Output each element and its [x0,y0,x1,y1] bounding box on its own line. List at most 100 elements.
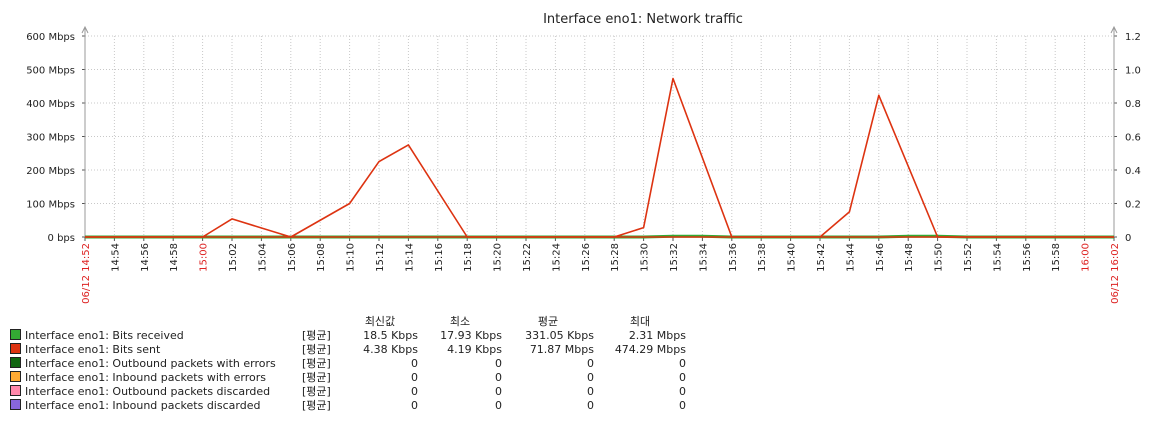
legend-avg: 0 [587,357,594,370]
x-tick-label: 15:04 [257,243,268,272]
legend-swatch [10,371,21,382]
legend-min: 0 [495,357,502,370]
y-tick-label-right: 0.6 [1125,133,1141,144]
x-tick-label: 15:38 [757,243,768,272]
x-tick-label: 15:48 [904,243,915,272]
legend-max: 2.31 Mbps [628,329,686,342]
legend-avg: 0 [587,385,594,398]
y-tick-label-right: 1.0 [1125,66,1141,77]
legend-header-row: 최신값 최소 평균 최대 [10,315,686,329]
legend-swatch [10,343,21,354]
legend-min: 0 [495,385,502,398]
legend-row: Interface eno1: Bits sent [평균] 4.38 Kbps… [10,343,686,357]
y-tick-label-left: 100 Mbps [26,200,75,211]
legend-series-name: Interface eno1: Inbound packets discarde… [25,399,261,412]
x-tick-label: 15:54 [992,243,1003,272]
x-tick-label: 15:36 [728,243,739,272]
legend-avg: 0 [587,371,594,384]
legend-function: [평균] [302,329,331,342]
y-axis-left-arrow [81,25,89,34]
legend-max: 0 [679,399,686,412]
legend-series-name: Interface eno1: Inbound packets with err… [25,371,267,384]
y-tick-label-right: 1.2 [1125,32,1141,43]
x-tick-label: 15:10 [346,243,357,272]
legend-table: 최신값 최소 평균 최대 Interface eno1: Bits receiv… [10,315,686,413]
y-axis-right-arrow [1110,25,1118,34]
x-tick-label: 15:52 [963,243,974,272]
x-tick-label: 15:58 [1051,243,1062,272]
x-tick-label: 15:40 [787,243,798,272]
legend-function: [평균] [302,399,331,412]
legend-function: [평균] [302,343,331,356]
x-tick-label: 15:14 [404,243,415,272]
legend-last: 18.5 Kbps [363,329,418,342]
y-tick-label-right: 0.2 [1125,200,1141,211]
legend-series-name: Interface eno1: Bits received [25,329,184,342]
series-line-bits-sent [85,77,1114,238]
y-tick-label-left: 300 Mbps [26,133,75,144]
x-tick-label: 15:50 [934,243,945,272]
x-tick-label: 15:32 [669,243,680,272]
y-tick-label-right: 0.4 [1125,166,1141,177]
legend-max: 0 [679,357,686,370]
x-tick-label: 15:16 [434,243,445,272]
x-tick-label: 15:44 [845,243,856,272]
legend-swatch [10,329,21,340]
legend-header-last: 최신값 [364,315,396,328]
x-tick-label: 16:00 [1081,243,1092,272]
legend-max: 474.29 Mbps [614,343,686,356]
x-tick-label: 15:26 [581,243,592,272]
y-tick-label-right: 0 [1125,233,1131,244]
legend-function: [평균] [302,385,331,398]
x-tick-label: 15:56 [1022,243,1033,272]
legend-last: 0 [411,399,418,412]
legend-max: 0 [679,385,686,398]
legend-row: Interface eno1: Bits received [평균] 18.5 … [10,329,686,343]
legend-function: [평균] [302,357,331,370]
y-tick-label-left: 200 Mbps [26,166,75,177]
x-tick-label: 14:56 [140,243,151,272]
y-tick-label-left: 400 Mbps [26,99,75,110]
x-tick-label: 06/12 14:52 [81,243,92,304]
legend-min: 0 [495,371,502,384]
x-tick-label: 15:30 [640,243,651,272]
legend-swatch [10,399,21,410]
legend-max: 0 [679,371,686,384]
legend-series-name: Interface eno1: Bits sent [25,343,161,356]
legend-row: Interface eno1: Outbound packets discard… [10,385,686,399]
x-tick-label: 15:24 [551,243,562,272]
x-tick-label: 15:46 [875,243,886,272]
y-tick-label-left: 500 Mbps [26,66,75,77]
legend-last: 0 [411,371,418,384]
network-traffic-chart: Interface eno1: Network traffic 0 bps 0 100… [26,12,1141,304]
legend-min: 0 [495,399,502,412]
x-tick-label: 15:22 [522,243,533,272]
legend-function: [평균] [302,371,331,384]
y-tick-label-left: 600 Mbps [26,32,75,43]
x-tick-label: 15:18 [463,243,474,272]
legend-avg: 0 [587,399,594,412]
x-tick-label: 15:08 [316,243,327,272]
legend-avg: 331.05 Kbps [525,329,594,342]
x-tick-label: 15:20 [493,243,504,272]
legend-row: Interface eno1: Inbound packets with err… [10,371,686,385]
legend-last: 4.38 Kbps [363,343,418,356]
x-tick-label: 15:02 [228,243,239,272]
legend-last: 0 [411,385,418,398]
x-tick-label: 14:54 [110,243,121,272]
x-tick-label: 15:28 [610,243,621,272]
legend-series-name: Interface eno1: Outbound packets discard… [25,385,271,398]
legend-series-name: Interface eno1: Outbound packets with er… [25,357,276,370]
legend-header-max: 최대 [629,315,651,328]
chart-title: Interface eno1: Network traffic [543,12,743,27]
x-tick-label: 14:58 [169,243,180,272]
x-tick-label: 15:06 [287,243,298,272]
y-tick-label-left: 0 bps [48,233,75,244]
legend-min: 17.93 Kbps [440,329,502,342]
x-tick-label: 15:42 [816,243,827,272]
legend-header-avg: 평균 [537,315,559,328]
legend-header-min: 최소 [449,315,471,328]
y-tick-label-right: 0.8 [1125,99,1141,110]
legend-row: Interface eno1: Inbound packets discarde… [10,399,686,413]
legend-row: Interface eno1: Outbound packets with er… [10,357,686,371]
